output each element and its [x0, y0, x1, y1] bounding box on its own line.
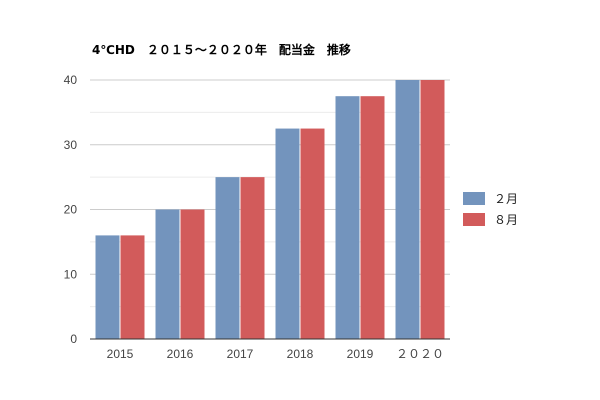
legend-swatch-1 [463, 192, 485, 205]
grid-lines [90, 79, 450, 308]
y-axis-tick-labels: 0 10 20 30 40 [64, 73, 78, 346]
bars [95, 80, 445, 339]
y-tick-label: 30 [64, 138, 78, 152]
x-axis-tick-labels: 2015 2016 2017 2018 2019 ２０２０ [107, 347, 444, 361]
x-tick-label: 2018 [287, 347, 314, 361]
bar-1-1 [95, 235, 120, 339]
bar-2-5 [360, 96, 385, 339]
bar-2-6 [420, 80, 445, 339]
x-tick-label: 2017 [227, 347, 254, 361]
legend-label-1: ２月 [494, 192, 518, 206]
x-tick-label: 2019 [347, 347, 374, 361]
chart-title: 4℃HD ２０１５～２０２０年 配当金 推移 [92, 42, 351, 57]
x-tick-label: 2015 [107, 347, 134, 361]
bar-2-4 [300, 128, 325, 339]
legend: ２月 ８月 [463, 192, 518, 227]
bar-1-5 [335, 96, 360, 339]
x-tick-label: 2016 [167, 347, 194, 361]
bar-2-1 [120, 235, 145, 339]
x-tick-label: ２０２０ [396, 347, 444, 361]
y-tick-label: 20 [64, 203, 78, 217]
y-tick-label: 40 [64, 73, 78, 87]
legend-label-2: ８月 [494, 213, 518, 227]
bar-2-3 [240, 177, 265, 339]
bar-1-2 [155, 209, 180, 339]
bar-1-3 [215, 177, 240, 339]
bar-1-4 [275, 128, 300, 339]
y-tick-label: 0 [70, 332, 77, 346]
legend-swatch-2 [463, 213, 485, 226]
y-tick-label: 10 [64, 267, 78, 281]
bar-2-2 [180, 209, 205, 339]
bar-1-6 [395, 80, 420, 339]
